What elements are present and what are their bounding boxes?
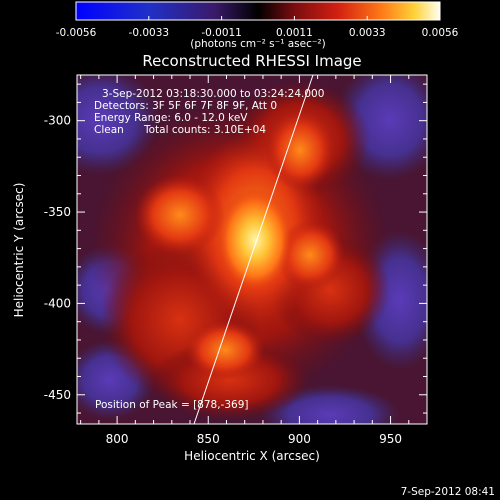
colorbar-tick-label: -0.0056 [56,27,97,39]
energy-range-text: Energy Range: 6.0 - 12.0 keV [94,112,248,124]
colorbar-tick-label: 0.0056 [422,27,459,39]
y-tick-label: -350 [44,205,71,219]
y-tick-label: -300 [44,114,71,128]
solar-limb-line [193,75,314,424]
x-axis-label: Heliocentric X (arcsec) [184,449,320,463]
emission-peak [217,188,293,292]
colorbar-units: (photons cm⁻² s⁻¹ asec⁻²) [190,38,325,50]
overlay-info: 3-Sep-2012 03:18:30.000 to 03:24:24.000 … [94,88,324,411]
y-tick-label: -400 [44,296,71,310]
plot-title: Reconstructed RHESSI Image [142,52,361,70]
time-range-text: 3-Sep-2012 03:18:30.000 to 03:24:24.000 [102,88,324,100]
image-area [77,75,427,424]
x-tick-label: 800 [106,432,129,446]
y-axis-label: Heliocentric Y (arcsec) [12,183,26,318]
axis-ticks: 800 850 900 950 -300 -350 -400 -450 [44,75,428,446]
plot-frame [76,74,428,425]
x-tick-label: 950 [379,432,402,446]
clean-text: Clean [94,124,124,136]
colorbar-tick-label: 0.0011 [276,27,313,39]
footer-date: 7-Sep-2012 08:41 [401,486,495,498]
peak-position-text: Position of Peak = [878,-369] [95,399,249,411]
x-tick-label: 900 [288,432,311,446]
colorbar-gradient [75,1,441,21]
colorbar-tick-label: -0.0011 [201,27,242,39]
colorbar-tick-label: 0.0033 [349,27,386,39]
detectors-text: Detectors: 3F 5F 6F 7F 8F 9F, Att 0 [94,100,277,112]
y-tick-label: -450 [44,388,71,402]
x-tick-label: 850 [197,432,220,446]
colorbar-tick-label: -0.0033 [129,27,170,39]
total-counts-text: Total counts: 3.10E+04 [143,124,266,136]
colorbar: -0.0056 -0.0033 -0.0011 0.0011 0.0033 0.0056 … [56,1,459,50]
